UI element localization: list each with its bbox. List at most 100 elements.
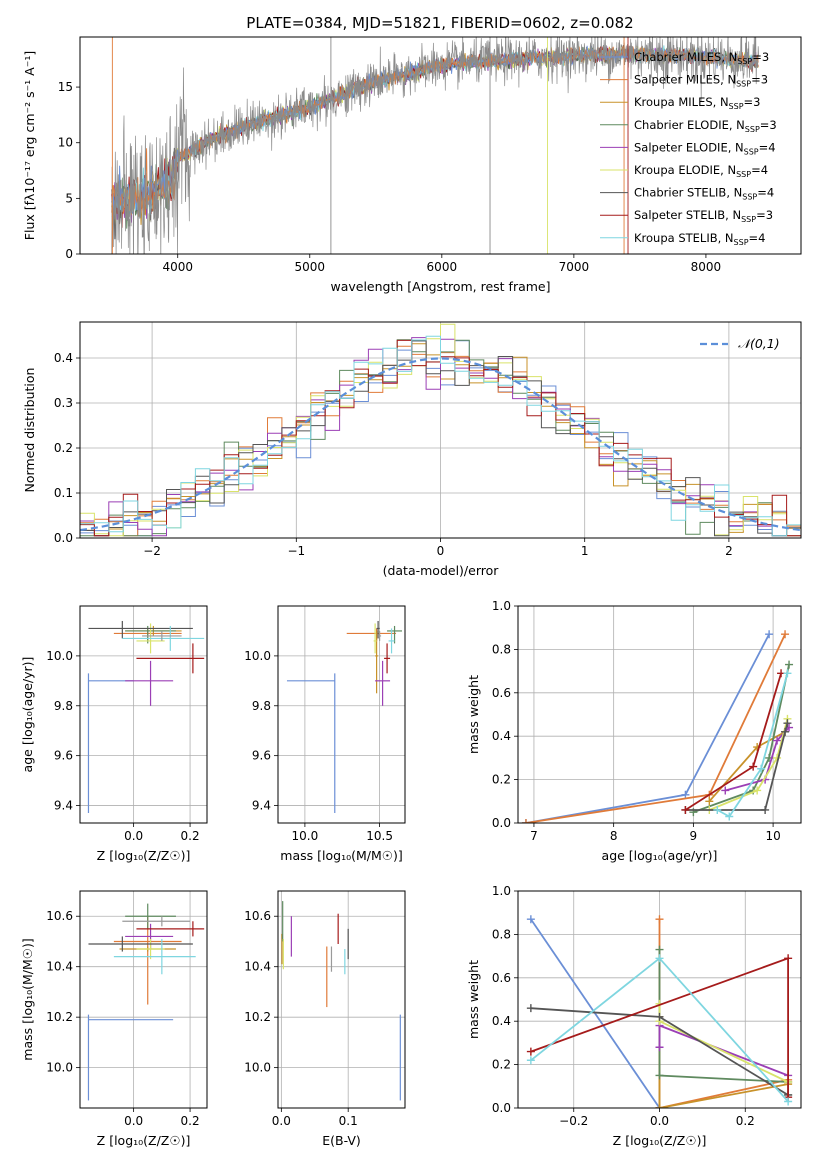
y-tick-label: 9.4	[252, 799, 271, 813]
figure-title: PLATE=0384, MJD=51821, FIBERID=0602, z=0…	[246, 14, 633, 32]
x-tick-label: 0.2	[736, 1114, 755, 1128]
y-tick-label: 10.2	[46, 1010, 73, 1024]
weight-series-line	[693, 664, 790, 813]
legend-subscript: SSP	[736, 80, 751, 89]
y-tick-label: 0.8	[492, 927, 511, 941]
histogram-step-line	[80, 340, 801, 537]
plot-frame	[517, 605, 802, 824]
y-axis-label: Normed distribution	[22, 368, 37, 493]
y-tick-label: 9.4	[54, 799, 73, 813]
weight-series-line	[685, 722, 789, 811]
plot-frame	[277, 890, 406, 1109]
y-tick-label: 0.0	[54, 531, 73, 545]
plot-frame	[79, 36, 802, 255]
x-tick-label: 5000	[294, 260, 325, 274]
weight-point-marker	[781, 727, 790, 736]
x-tick-label: 0.0	[124, 829, 143, 843]
weight-point-marker	[783, 719, 792, 728]
weight-point-marker	[655, 1043, 664, 1052]
y-tick-label: 0.6	[492, 686, 511, 700]
weight-point-marker	[781, 630, 790, 639]
x-axis-label: mass [log₁₀(M/M☉)]	[280, 848, 402, 863]
spectrum-marks	[111, 37, 759, 254]
y-tick-label: 0.4	[492, 729, 511, 743]
weight-point-marker	[526, 1056, 535, 1065]
histogram-step-line	[80, 323, 801, 537]
y-tick-label: 0.1	[54, 486, 73, 500]
age-vs-metallicity-marks	[87, 620, 205, 814]
y-tick-label: 0.4	[54, 351, 73, 365]
legend-suffix: =3	[751, 73, 768, 87]
legend-entry: Chabrier MILES, NSSP=3	[634, 50, 769, 66]
y-tick-label: 10.6	[244, 909, 271, 923]
weight-series-line	[716, 673, 789, 818]
legend-label: Kroupa MILES, N	[634, 95, 729, 109]
y-tick-label: 0.2	[54, 441, 73, 455]
weight-point-marker	[784, 954, 793, 963]
legend-subscript: SSP	[745, 125, 760, 134]
legend-suffix: =3	[744, 95, 761, 109]
residuals-legend: 𝒩(0,1)	[700, 336, 780, 351]
legend-subscript: SSP	[741, 215, 756, 224]
weight-point-marker	[681, 790, 690, 799]
legend-entry: Kroupa ELODIE, NSSP=4	[634, 163, 768, 179]
legend-label: Chabrier STELIB, N	[634, 186, 742, 200]
y-axis-label: mass [log₁₀(M/M☉)]	[20, 938, 35, 1060]
x-tick-label: 0	[437, 544, 445, 558]
weight-point-marker	[705, 797, 714, 806]
weight-point-marker	[721, 786, 730, 795]
weight-series-line	[525, 633, 770, 823]
x-tick-label: 0.2	[181, 829, 200, 843]
y-tick-label: 9.8	[252, 699, 271, 713]
x-tick-label: 7	[530, 829, 538, 843]
y-tick-label: 9.6	[54, 749, 73, 763]
histogram-step-line	[80, 335, 801, 537]
x-tick-label: −0.2	[559, 1114, 588, 1128]
legend-entry: Salpeter ELODIE, NSSP=4	[634, 140, 776, 156]
weight-point-marker	[761, 805, 770, 814]
weight-point-marker	[655, 1012, 664, 1021]
x-tick-label: 8000	[691, 260, 722, 274]
weight-point-marker	[681, 805, 690, 814]
weight-vs-metallicity-panel: −0.2 0.0 0.2 0.0 0.2 0.4 0.6 0.8 1.0 Z [log₁₀(Z/Z…	[466, 884, 802, 1148]
y-tick-label: 10.0	[46, 649, 73, 663]
y-tick-label: 0.0	[492, 816, 511, 830]
y-tick-label: 10.6	[46, 909, 73, 923]
weight-point-marker	[713, 805, 722, 814]
y-tick-label: 10.4	[46, 960, 73, 974]
legend-subscript: SSP	[742, 193, 757, 202]
legend-suffix: =3	[756, 208, 773, 222]
weight-point-marker	[783, 669, 792, 678]
plot-frame	[79, 321, 802, 539]
legend-suffix: =4	[757, 186, 774, 200]
x-tick-label: 9	[690, 829, 698, 843]
y-tick-label: 0.4	[492, 1014, 511, 1028]
y-axis-label: age [log₁₀(age/yr)]	[20, 657, 35, 773]
plot-frame	[517, 890, 802, 1109]
weight-series-line	[658, 1024, 789, 1077]
weight-point-marker	[526, 1004, 535, 1013]
legend-entry: Chabrier STELIB, NSSP=4	[634, 186, 774, 202]
x-tick-label: 0.2	[181, 1114, 200, 1128]
mass-vs-extinction-marks	[281, 901, 401, 1101]
legend-entry: Chabrier ELODIE, NSSP=3	[634, 118, 777, 134]
x-tick-label: 0.0	[124, 1114, 143, 1128]
weight-point-marker	[526, 1047, 535, 1056]
legend-suffix: =4	[751, 163, 768, 177]
y-tick-label: 10.0	[244, 1061, 271, 1075]
x-tick-label: 4000	[162, 260, 193, 274]
y-tick-label: 9.6	[252, 749, 271, 763]
weight-series-line	[708, 718, 789, 811]
x-tick-label: 0.0	[650, 1114, 669, 1128]
legend-subscript: SSP	[734, 238, 749, 247]
mass-vs-extinction-panel: 0.0 0.1 10.0 10.2 10.4 10.6 E(B-V)	[244, 890, 406, 1148]
legend-label: Kroupa ELODIE, N	[634, 163, 736, 177]
legend-entry: Kroupa MILES, NSSP=3	[634, 95, 760, 111]
x-tick-label: 0.1	[339, 1114, 358, 1128]
x-axis-label: age [log₁₀(age/yr)]	[602, 848, 718, 863]
weight-point-marker	[753, 786, 762, 795]
weight-point-marker	[521, 819, 530, 823]
age-vs-metallicity-panel: 0.0 0.2 9.4 9.6 9.8 10.0 Z [log₁₀(Z/Z☉)] age [l…	[20, 605, 208, 863]
